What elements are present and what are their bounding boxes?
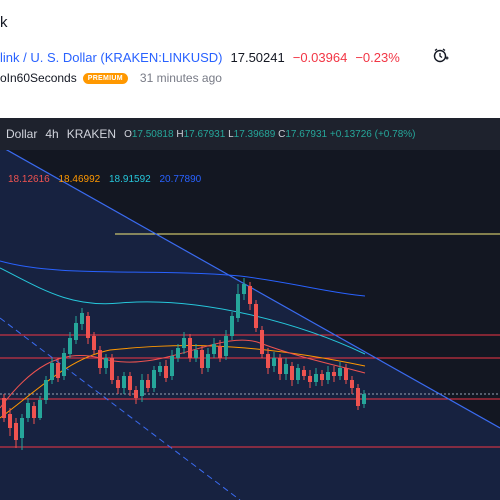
candle-body	[296, 368, 300, 380]
candle-body	[230, 316, 234, 336]
candle-body	[134, 390, 138, 398]
candle-body	[182, 338, 186, 348]
symbol-price: 17.50241	[230, 49, 285, 65]
candle-body	[62, 353, 66, 376]
o-label: O	[124, 128, 132, 140]
candle-body	[56, 363, 60, 378]
c-label: C	[278, 128, 286, 140]
candle-body	[152, 370, 156, 388]
published-time: 31 minutes ago	[139, 71, 222, 85]
trendline-lower-dashed	[0, 317, 241, 500]
h-value: 17.67931	[183, 128, 226, 140]
author-line: oIn60Seconds PREMIUM 31 minutes ago	[0, 70, 222, 86]
l-label: L	[228, 128, 234, 140]
candle-body	[278, 358, 282, 374]
candle-body	[50, 363, 54, 380]
candle-body	[122, 376, 126, 388]
candle-body	[290, 366, 294, 380]
candle-body	[104, 358, 108, 368]
candle-body	[26, 403, 30, 418]
o-value: 17.50818	[131, 128, 174, 140]
idea-header: k link / U. S. Dollar (KRAKEN:LINKUSD) 1…	[0, 0, 500, 118]
chart-area[interactable]: Dollar 4h KRAKEN O17.50818 H17.67931 L17…	[0, 118, 500, 500]
h-label: H	[176, 128, 184, 140]
symbol-link[interactable]: link / U. S. Dollar (KRAKEN:LINKUSD)	[0, 49, 223, 65]
chart-legend-bar: Dollar 4h KRAKEN O17.50818 H17.67931 L17…	[0, 118, 500, 150]
author-name[interactable]: oIn60Seconds	[0, 71, 77, 85]
candle-body	[116, 380, 120, 388]
candle-body	[32, 406, 36, 418]
candle-body	[266, 354, 270, 368]
alarm-clock-icon[interactable]	[432, 46, 450, 64]
indicator-values: 18.12616 18.46992 18.91592 20.77890	[8, 174, 207, 185]
candle-body	[206, 354, 210, 368]
candle-body	[320, 374, 324, 380]
candle-body	[248, 286, 252, 304]
candle-body	[158, 366, 162, 372]
candle-body	[98, 350, 102, 368]
candle-body	[254, 304, 258, 328]
candle-body	[344, 368, 348, 380]
candle-body	[2, 398, 6, 418]
candle-body	[284, 364, 288, 374]
candle-body	[218, 346, 222, 358]
candle-body	[302, 370, 306, 376]
candle-body	[20, 418, 24, 438]
candle-body	[194, 350, 198, 358]
candle-body	[242, 284, 246, 294]
ma-blue	[0, 260, 366, 297]
legend-change: +0.13726 (+0.78%)	[329, 128, 416, 140]
candle-body	[170, 356, 174, 376]
legend-symbol: Dollar	[6, 127, 38, 141]
candle-body	[38, 400, 42, 418]
candle-body	[68, 338, 72, 354]
candle-body	[92, 336, 96, 350]
candle-body	[314, 374, 318, 382]
candle-body	[74, 323, 78, 340]
candle-body	[224, 336, 228, 356]
candle-body	[164, 366, 168, 378]
candle-body	[236, 294, 240, 318]
symbol-line: link / U. S. Dollar (KRAKEN:LINKUSD) 17.…	[0, 48, 400, 66]
c-value: 17.67931	[285, 128, 328, 140]
candle-body	[272, 358, 276, 366]
candle-body	[146, 380, 150, 388]
candle-body	[260, 330, 264, 354]
idea-title: k	[0, 14, 8, 31]
candle-body	[326, 372, 330, 380]
ma-value-2: 18.46992	[58, 174, 101, 185]
candle-body	[332, 372, 336, 376]
candle-body	[14, 423, 18, 440]
candle-body	[356, 388, 360, 406]
l-value: 17.39689	[233, 128, 276, 140]
candle-body	[362, 394, 366, 404]
legend-ohlc: O17.50818 H17.67931 L17.39689 C17.67931 …	[124, 129, 415, 140]
candle-body	[200, 350, 204, 368]
candle-body	[80, 313, 84, 324]
candle-body	[8, 414, 12, 428]
symbol-change-pct: −0.23%	[355, 49, 400, 65]
ma-value-4: 20.77890	[159, 174, 202, 185]
symbol-change: −0.03964	[292, 49, 348, 65]
candle-body	[44, 380, 48, 400]
candle-body	[86, 316, 90, 338]
ma-cyan	[0, 267, 366, 355]
ma-value-3: 18.91592	[109, 174, 151, 185]
candle-body	[176, 348, 180, 358]
price-chart[interactable]	[0, 118, 500, 500]
legend-timeframe: 4h	[45, 127, 59, 141]
candle-body	[188, 338, 192, 358]
ma-orange	[0, 345, 366, 419]
legend-exchange: KRAKEN	[66, 127, 117, 141]
candle-body	[212, 344, 216, 354]
candle-body	[110, 358, 114, 380]
candle-body	[338, 368, 342, 376]
ma-red	[0, 339, 366, 409]
premium-badge: PREMIUM	[82, 72, 128, 84]
ma-value-1: 18.12616	[8, 174, 50, 185]
candle-body	[140, 380, 144, 396]
candle-body	[128, 376, 132, 390]
candle-body	[350, 380, 354, 388]
candle-body	[308, 376, 312, 382]
